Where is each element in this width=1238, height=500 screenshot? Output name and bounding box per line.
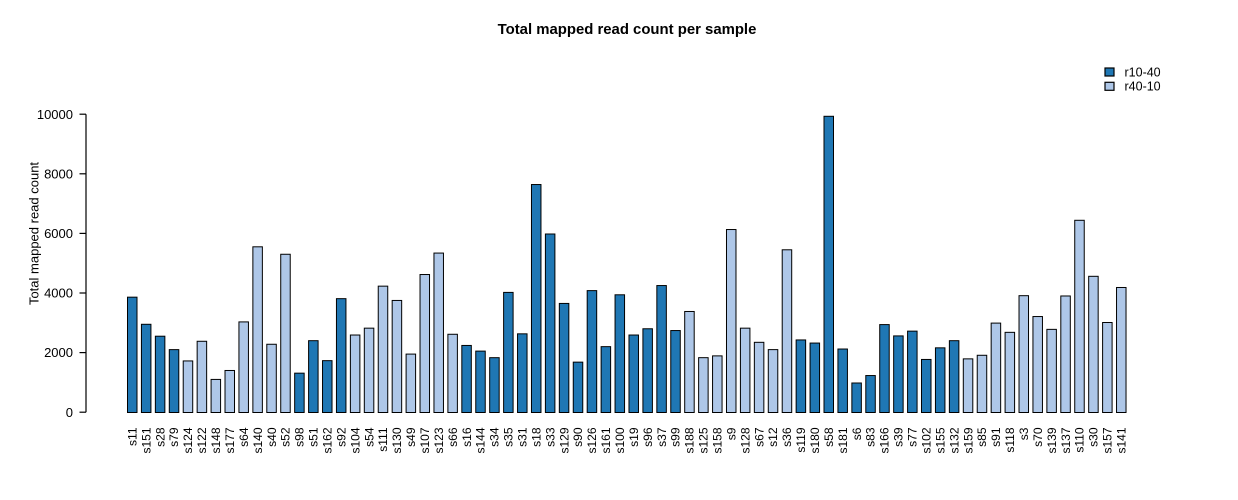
svg-text:s139: s139 (1045, 427, 1059, 453)
svg-text:s180: s180 (808, 427, 822, 453)
svg-text:s58: s58 (822, 427, 836, 447)
svg-text:s92: s92 (334, 427, 348, 447)
svg-text:s66: s66 (446, 427, 460, 447)
svg-text:s51: s51 (307, 427, 321, 447)
svg-text:s132: s132 (947, 427, 961, 453)
svg-text:s140: s140 (251, 427, 265, 453)
svg-text:s28: s28 (153, 427, 167, 447)
svg-text:r40-10: r40-10 (1125, 80, 1161, 94)
svg-text:s161: s161 (599, 427, 613, 453)
svg-text:s166: s166 (878, 427, 892, 453)
svg-text:s16: s16 (460, 427, 474, 447)
svg-text:s52: s52 (279, 427, 293, 447)
svg-text:s188: s188 (683, 427, 697, 453)
svg-text:s39: s39 (892, 427, 906, 447)
svg-text:s83: s83 (864, 427, 878, 447)
svg-text:s102: s102 (919, 427, 933, 453)
svg-text:s99: s99 (669, 427, 683, 447)
svg-text:Total mapped read count per sa: Total mapped read count per sample (498, 22, 757, 38)
svg-text:s141: s141 (1114, 427, 1128, 453)
svg-text:s128: s128 (738, 427, 752, 453)
svg-text:s33: s33 (543, 427, 557, 447)
svg-text:s6: s6 (850, 427, 864, 440)
svg-text:s119: s119 (794, 427, 808, 452)
svg-text:s70: s70 (1031, 427, 1045, 447)
svg-text:s126: s126 (585, 427, 599, 453)
svg-text:s9: s9 (724, 427, 738, 440)
svg-text:s181: s181 (836, 427, 850, 453)
svg-text:s54: s54 (362, 427, 376, 447)
svg-text:s12: s12 (766, 427, 780, 447)
svg-text:s96: s96 (641, 427, 655, 447)
svg-text:s85: s85 (975, 427, 989, 447)
svg-text:s91: s91 (989, 427, 1003, 447)
svg-text:s67: s67 (752, 427, 766, 447)
svg-text:s124: s124 (181, 427, 195, 453)
svg-text:s34: s34 (488, 427, 502, 447)
svg-text:s155: s155 (933, 427, 947, 453)
svg-text:s77: s77 (906, 427, 920, 447)
svg-text:s11: s11 (125, 427, 139, 446)
svg-text:s3: s3 (1017, 427, 1031, 440)
svg-text:s159: s159 (961, 427, 975, 453)
svg-text:s107: s107 (418, 427, 432, 453)
svg-text:s104: s104 (348, 427, 362, 453)
svg-text:s110: s110 (1073, 427, 1087, 452)
svg-text:s118: s118 (1003, 427, 1017, 452)
svg-text:r10-40: r10-40 (1125, 65, 1161, 79)
svg-text:s36: s36 (780, 427, 794, 447)
svg-text:s64: s64 (237, 427, 251, 447)
svg-text:s129: s129 (557, 427, 571, 453)
svg-text:s137: s137 (1059, 427, 1073, 453)
svg-text:10000: 10000 (37, 107, 73, 122)
svg-text:s35: s35 (502, 427, 516, 447)
svg-text:8000: 8000 (44, 166, 73, 181)
svg-text:4000: 4000 (44, 286, 73, 301)
svg-text:s162: s162 (320, 427, 334, 453)
svg-text:s157: s157 (1101, 427, 1115, 453)
svg-text:s98: s98 (293, 427, 307, 447)
svg-text:s144: s144 (474, 427, 488, 453)
svg-text:2000: 2000 (44, 345, 73, 360)
svg-text:s30: s30 (1087, 427, 1101, 447)
svg-text:s49: s49 (404, 427, 418, 447)
svg-text:s111: s111 (376, 427, 390, 452)
svg-text:s148: s148 (209, 427, 223, 453)
svg-text:s125: s125 (697, 427, 711, 453)
svg-text:s31: s31 (515, 427, 529, 447)
svg-text:s90: s90 (571, 427, 585, 447)
svg-text:s19: s19 (627, 427, 641, 447)
svg-text:s100: s100 (613, 427, 627, 453)
svg-text:s79: s79 (167, 427, 181, 447)
svg-text:s122: s122 (195, 427, 209, 453)
svg-text:Total mapped read count: Total mapped read count (27, 162, 42, 305)
svg-text:s151: s151 (139, 427, 153, 453)
svg-text:s158: s158 (711, 427, 725, 453)
svg-text:s130: s130 (390, 427, 404, 453)
svg-text:s123: s123 (432, 427, 446, 453)
svg-text:6000: 6000 (44, 226, 73, 241)
svg-text:s37: s37 (655, 427, 669, 447)
svg-text:0: 0 (66, 405, 73, 420)
svg-text:s18: s18 (529, 427, 543, 447)
svg-text:s40: s40 (265, 427, 279, 447)
svg-text:s177: s177 (223, 427, 237, 453)
